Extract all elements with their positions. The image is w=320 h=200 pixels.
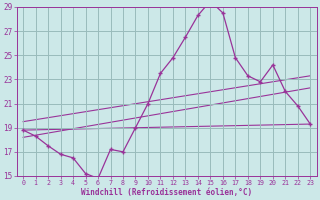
X-axis label: Windchill (Refroidissement éolien,°C): Windchill (Refroidissement éolien,°C) [81,188,252,197]
